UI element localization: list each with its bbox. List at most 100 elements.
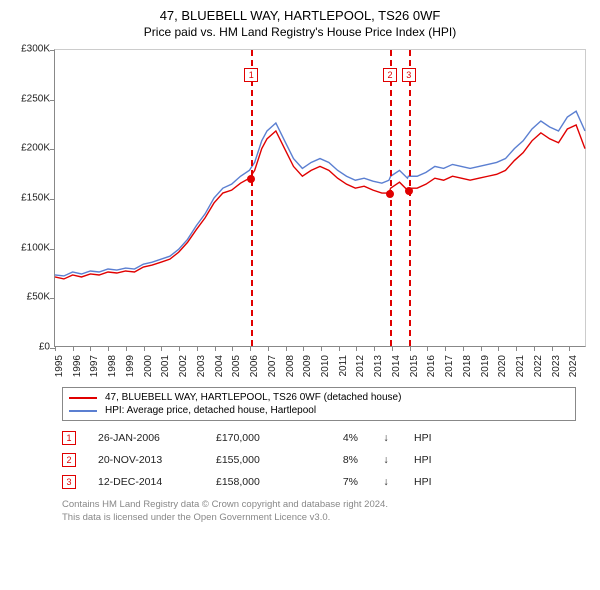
x-axis-label: 2004: [214, 355, 225, 385]
x-axis-label: 2024: [568, 355, 579, 385]
event-marker: [247, 175, 255, 183]
x-axis-label: 1998: [107, 355, 118, 385]
x-tick: [481, 346, 482, 351]
series-hpi: [55, 111, 585, 276]
x-axis-label: 2009: [302, 355, 313, 385]
x-tick: [552, 346, 553, 351]
transaction-date: 20-NOV-2013: [98, 454, 194, 466]
x-axis-label: 2017: [444, 355, 455, 385]
x-axis-label: 1997: [89, 355, 100, 385]
x-tick: [321, 346, 322, 351]
transaction-number-box: 1: [62, 431, 76, 445]
y-axis-label: £300K: [10, 44, 50, 55]
y-tick: [50, 298, 55, 299]
y-axis-label: £100K: [10, 242, 50, 253]
y-axis-label: £200K: [10, 143, 50, 154]
down-arrow-icon: ↓: [380, 432, 392, 444]
y-axis-label: £50K: [10, 292, 50, 303]
down-arrow-icon: ↓: [380, 476, 392, 488]
event-number-box: 3: [402, 68, 416, 82]
y-axis-label: £250K: [10, 93, 50, 104]
transaction-table: 1 26-JAN-2006 £170,000 4% ↓ HPI 2 20-NOV-2013 £1…: [62, 427, 576, 493]
x-tick: [374, 346, 375, 351]
y-tick: [50, 100, 55, 101]
attribution: Contains HM Land Registry data © Crown c…: [62, 499, 576, 525]
x-tick: [339, 346, 340, 351]
x-tick: [427, 346, 428, 351]
x-axis-label: 2021: [515, 355, 526, 385]
x-axis-label: 2011: [338, 355, 349, 385]
x-axis-label: 2012: [355, 355, 366, 385]
x-tick: [108, 346, 109, 351]
legend-label: HPI: Average price, detached house, Hart…: [105, 405, 316, 416]
transaction-price: £158,000: [216, 476, 296, 488]
x-axis-label: 2023: [551, 355, 562, 385]
x-tick: [534, 346, 535, 351]
series-svg: [55, 50, 585, 346]
x-tick: [392, 346, 393, 351]
event-line: [251, 50, 253, 346]
x-axis-label: 2001: [160, 355, 171, 385]
x-tick: [179, 346, 180, 351]
legend: 47, BLUEBELL WAY, HARTLEPOOL, TS26 0WF (…: [62, 387, 576, 421]
transaction-pct: 8%: [318, 454, 358, 466]
transaction-price: £170,000: [216, 432, 296, 444]
transaction-pct: 7%: [318, 476, 358, 488]
x-tick: [55, 346, 56, 351]
x-axis-label: 1996: [72, 355, 83, 385]
x-tick: [445, 346, 446, 351]
x-tick: [498, 346, 499, 351]
x-axis-label: 2010: [320, 355, 331, 385]
x-tick: [73, 346, 74, 351]
transaction-price: £155,000: [216, 454, 296, 466]
x-tick: [463, 346, 464, 351]
y-axis-label: £150K: [10, 193, 50, 204]
transaction-compare: HPI: [414, 454, 432, 466]
attribution-line: Contains HM Land Registry data © Crown c…: [62, 499, 576, 512]
x-axis-label: 2018: [462, 355, 473, 385]
x-tick: [197, 346, 198, 351]
x-axis-label: 2013: [373, 355, 384, 385]
chart-area: 1 23 £0 £50K £100K £150K £200K £250K £300K 1995 1…: [10, 43, 590, 383]
x-axis-label: 2006: [249, 355, 260, 385]
x-axis-label: 2000: [143, 355, 154, 385]
x-axis-label: 2003: [196, 355, 207, 385]
x-tick: [232, 346, 233, 351]
chart-container: 47, BLUEBELL WAY, HARTLEPOOL, TS26 0WF P…: [0, 0, 600, 529]
chart-title: 47, BLUEBELL WAY, HARTLEPOOL, TS26 0WF: [10, 8, 590, 23]
y-axis-label: £0: [10, 342, 50, 353]
x-axis-label: 1995: [54, 355, 65, 385]
x-axis-label: 2019: [480, 355, 491, 385]
plot-region: 1 23: [54, 49, 586, 347]
y-tick: [50, 149, 55, 150]
x-tick: [161, 346, 162, 351]
transaction-date: 26-JAN-2006: [98, 432, 194, 444]
x-tick: [410, 346, 411, 351]
x-tick: [268, 346, 269, 351]
legend-swatch: [69, 397, 97, 399]
x-axis-label: 2007: [267, 355, 278, 385]
x-axis-label: 2016: [426, 355, 437, 385]
transaction-number-box: 3: [62, 475, 76, 489]
legend-row: 47, BLUEBELL WAY, HARTLEPOOL, TS26 0WF (…: [69, 391, 569, 404]
event-number-box: 2: [383, 68, 397, 82]
y-tick: [50, 50, 55, 51]
x-tick: [356, 346, 357, 351]
transaction-date: 12-DEC-2014: [98, 476, 194, 488]
transaction-pct: 4%: [318, 432, 358, 444]
x-tick: [215, 346, 216, 351]
x-tick: [286, 346, 287, 351]
x-axis-label: 2014: [391, 355, 402, 385]
event-number-box: 1: [244, 68, 258, 82]
x-axis-label: 2015: [409, 355, 420, 385]
transaction-row: 126-JAN-2006£170,0004%↓HPI: [62, 427, 576, 449]
transaction-number-box: 2: [62, 453, 76, 467]
chart-subtitle: Price paid vs. HM Land Registry's House …: [10, 25, 590, 39]
legend-row: HPI: Average price, detached house, Hart…: [69, 404, 569, 417]
event-line: [409, 50, 411, 346]
x-tick: [126, 346, 127, 351]
attribution-line: This data is licensed under the Open Gov…: [62, 512, 576, 525]
event-marker: [405, 187, 413, 195]
x-axis-label: 2020: [497, 355, 508, 385]
y-tick: [50, 199, 55, 200]
